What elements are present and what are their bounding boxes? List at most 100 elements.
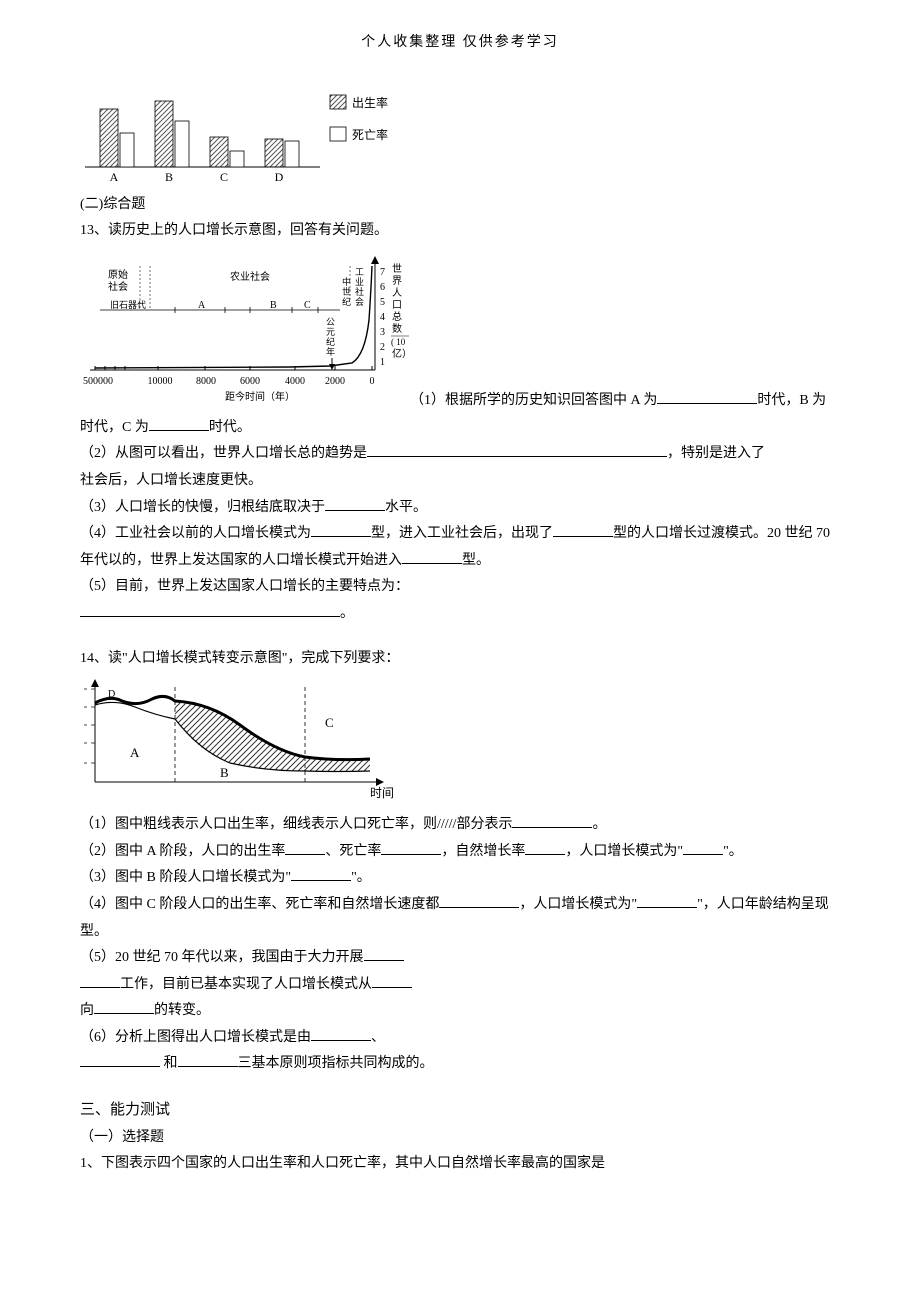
svg-text:中: 中 [342,276,351,287]
q14-p4-a: （4）图中 C 阶段人口的出生率、死亡率和自然增长速度都 [80,897,439,912]
svg-text:4000: 4000 [285,376,305,387]
q13-p4-b: 型，进入工业社会后，出现了 [371,526,553,541]
q14-p6-d: 三基本原则项指标共同构成的。 [238,1056,434,1071]
blank[interactable] [512,813,592,828]
svg-text:时间: 时间 [370,786,394,800]
blank[interactable] [657,389,757,404]
svg-text:2000: 2000 [325,376,345,387]
q13-p4-c: 型的人口增长过渡模式。20 世纪 70 [613,526,830,541]
blank[interactable] [94,999,154,1014]
svg-text:口: 口 [392,300,402,311]
svg-text:6000: 6000 [240,376,260,387]
q13-p1-c: 时代，C 为 [80,420,149,435]
q1-text: 1、下图表示四个国家的人口出生率和人口死亡率，其中人口自然增长率最高的国家是 [80,1151,840,1178]
svg-text:人: 人 [392,287,402,299]
blank[interactable] [291,866,351,881]
q14-p2-e: "。 [723,844,743,859]
svg-text:亿）: 亿） [392,347,410,360]
q14-p5-a: （5）20 世纪 70 年代以来，我国由于大力开展 [80,950,364,965]
svg-text:距今时间（年）: 距今时间（年） [225,390,295,403]
blank[interactable] [80,1052,160,1067]
svg-text:年: 年 [326,346,335,357]
q13-p4-a: （4）工业社会以前的人口增长模式为 [80,526,311,541]
legend-death: 死亡率 [352,127,388,142]
svg-text:10000: 10000 [148,376,173,387]
q14-p6-a: （6）分析上图得出人口增长模式是由 [80,1030,311,1045]
q13-p3-a: （3）人口增长的快慢，归根结底取决于 [80,500,325,515]
q13-p4-d: 年代以的，世界上发达国家的人口增长模式开始进入 [80,553,402,568]
svg-text:C: C [325,715,334,730]
svg-text:C: C [220,170,228,184]
svg-text:D: D [108,689,115,700]
svg-text:世: 世 [392,263,402,275]
q13-p2-c: 社会后，人口增长速度更快。 [80,473,262,488]
q14-chart: 时间 A B C [80,677,840,807]
q13-lead: 13、读历史上的人口增长示意图，回答有关问题。 [80,218,840,245]
svg-text:4: 4 [380,312,385,323]
blank[interactable] [149,416,209,431]
q14-p2-c: ，自然增长率 [441,844,525,859]
section-3-heading: 三、能力测试 [80,1096,840,1125]
q13-p3-b: 水平。 [385,500,427,515]
q13-p5-a: （5）目前，世界上发达国家人口增长的主要特点为： [80,579,409,594]
blank[interactable] [381,840,441,855]
q14-p3-a: （3）图中 B 阶段人口增长模式为" [80,870,291,885]
svg-text:世: 世 [342,286,351,297]
q13-p2-b: ，特别是进入了 [667,446,765,461]
page-header: 个人收集整理 仅供参考学习 [80,30,840,57]
svg-text:3: 3 [380,327,385,338]
blank[interactable] [178,1052,238,1067]
svg-text:原始: 原始 [108,268,128,281]
svg-text:500000: 500000 [83,376,113,387]
svg-text:工: 工 [355,267,364,277]
svg-text:6: 6 [380,282,385,293]
blank[interactable] [311,522,371,537]
svg-text:1: 1 [380,357,385,368]
svg-text:B: B [165,170,173,184]
q14-p2-b: 、死亡率 [325,844,381,859]
svg-text:0: 0 [370,376,375,387]
svg-text:A: A [130,745,140,760]
blank[interactable] [683,840,723,855]
q14-p3-b: "。 [351,870,371,885]
blank[interactable] [367,442,667,457]
blank[interactable] [637,893,697,908]
blank[interactable] [525,840,565,855]
svg-text:A: A [110,170,119,184]
svg-text:总: 总 [392,310,402,323]
q14-p5-b: 工作，目前已基本实现了人口增长模式从 [120,977,372,992]
svg-text:旧石器代: 旧石器代 [110,300,146,310]
blank[interactable] [325,496,385,511]
svg-text:元: 元 [326,327,335,337]
q14-p4-d: 型。 [80,924,108,939]
q14-p2-d: ，人口增长模式为" [565,844,683,859]
q13-chart: 7 6 5 4 3 2 1 世 界 人 口 总 数 ( 10 亿） [80,250,410,410]
q14-p4-c: "，人口年龄结构呈现 [697,897,829,912]
q14-p6-c: 和 [160,1056,178,1071]
q14-p5-d: 的转变。 [154,1003,210,1018]
q13-p1-d: 时代。 [209,420,251,435]
section-3-sub: （一）选择题 [80,1125,840,1152]
blank[interactable] [285,840,325,855]
svg-text:数: 数 [392,322,402,335]
blank[interactable] [311,1026,371,1041]
q14-p2-a: （2）图中 A 阶段，人口的出生率 [80,844,285,859]
section-2-heading: (二)综合题 [80,192,840,219]
blank[interactable] [364,946,404,961]
svg-text:5: 5 [380,297,385,308]
q13-p1-b: 时代，B 为 [757,393,826,408]
blank[interactable] [553,522,613,537]
blank[interactable] [402,549,462,564]
q14-p6-b: 、 [371,1030,385,1045]
svg-text:B: B [220,765,229,780]
q13-p2-a: （2）从图可以看出，世界人口增长总的趋势是 [80,446,367,461]
q13-p4-e: 型。 [462,553,490,568]
blank[interactable] [372,973,412,988]
blank[interactable] [80,602,340,617]
q14-p5-c: 向 [80,1003,94,1018]
blank[interactable] [439,893,519,908]
svg-text:B: B [270,300,277,311]
q14-p1-a: （1）图中粗线表示人口出生率，细线表示人口死亡率，则/////部分表示 [80,817,512,832]
blank[interactable] [80,973,120,988]
svg-text:农业社会: 农业社会 [230,270,270,283]
